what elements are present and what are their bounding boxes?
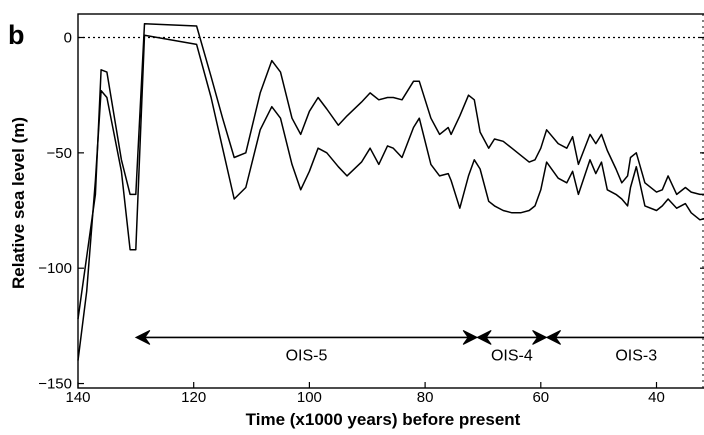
panel-label: b <box>8 20 25 50</box>
x-tick-label: 140 <box>65 389 90 406</box>
x-tick-label: 80 <box>417 389 434 406</box>
x-tick-label: 40 <box>648 389 665 406</box>
x-axis-title: Time (x1000 years) before present <box>246 410 521 429</box>
y-tick-label: 0 <box>64 30 72 47</box>
y-axis-title: Relative sea level (m) <box>9 117 28 289</box>
axis-ticks: 1401201008060402000−50−100−150 <box>38 30 704 406</box>
stage-label: OIS-3 <box>615 347 657 364</box>
stage-arrowhead <box>134 329 151 345</box>
zero-reference-line <box>78 14 704 388</box>
x-tick-label: 60 <box>532 389 549 406</box>
stage-label: OIS-5 <box>286 347 328 364</box>
x-tick-label: 120 <box>181 389 206 406</box>
series-layer <box>77 22 704 361</box>
y-tick-label: −150 <box>38 376 72 393</box>
stage-arrowhead <box>462 329 479 345</box>
sea-level-series-2 <box>77 34 704 361</box>
stage-arrowhead <box>545 329 561 345</box>
stage-arrowhead <box>532 329 548 345</box>
stage-label: OIS-4 <box>491 347 533 364</box>
stage-arrowhead <box>476 329 492 345</box>
y-tick-label: −50 <box>47 145 72 162</box>
sea-level-series-1 <box>77 22 704 320</box>
x-tick-label: 100 <box>297 389 322 406</box>
y-tick-label: −100 <box>38 260 72 277</box>
plot-frame <box>77 13 704 389</box>
